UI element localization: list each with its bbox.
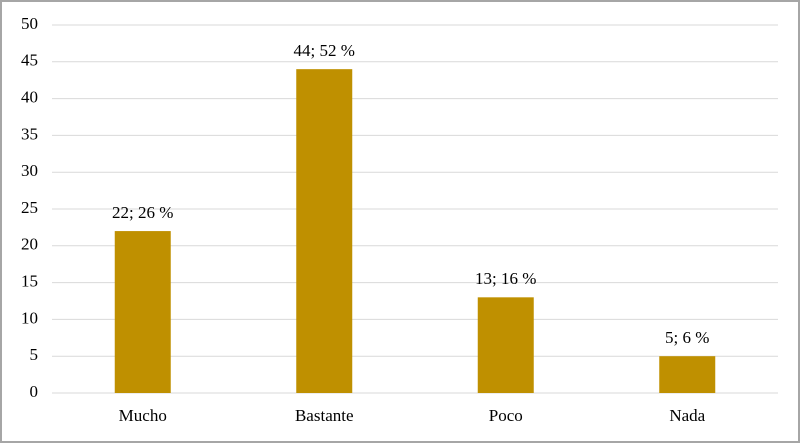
bar [659, 356, 716, 393]
data-label: 5; 6 % [665, 328, 709, 347]
data-label: 44; 52 % [294, 41, 355, 60]
y-tick-label: 20 [21, 235, 38, 254]
y-tick-label: 35 [21, 124, 38, 143]
bar [296, 69, 353, 393]
y-tick-label: 45 [21, 51, 38, 70]
y-tick-label: 15 [21, 272, 38, 291]
data-label: 13; 16 % [475, 269, 536, 288]
y-tick-label: 0 [30, 382, 39, 401]
x-tick-label: Mucho [119, 406, 167, 425]
bar [477, 297, 534, 393]
data-label: 22; 26 % [112, 203, 173, 222]
y-tick-label: 25 [21, 198, 38, 217]
y-tick-label: 5 [30, 345, 39, 364]
x-tick-label: Poco [489, 406, 523, 425]
y-tick-label: 50 [21, 14, 38, 33]
x-tick-label: Bastante [295, 406, 354, 425]
y-tick-label: 40 [21, 88, 38, 107]
y-tick-label: 30 [21, 161, 38, 180]
x-tick-label: Nada [669, 406, 705, 425]
y-tick-label: 10 [21, 308, 38, 327]
bar [114, 231, 171, 393]
